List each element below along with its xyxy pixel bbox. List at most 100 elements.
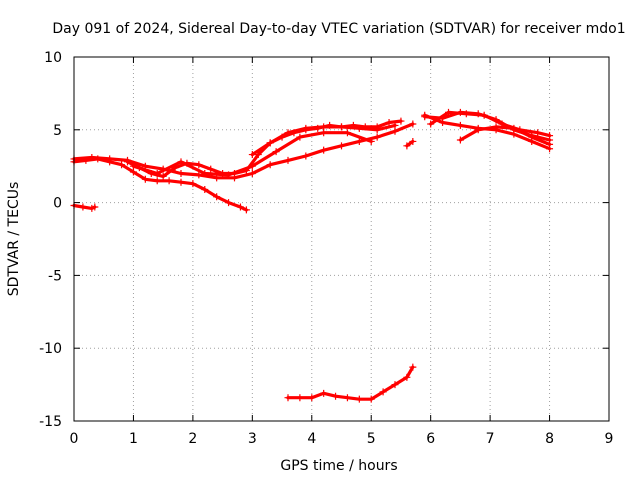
x-axis-label: GPS time / hours <box>280 458 397 474</box>
data-point <box>338 142 345 150</box>
data-point <box>355 395 363 403</box>
series-line <box>286 365 415 401</box>
data-point <box>510 124 518 132</box>
data-point <box>201 169 209 177</box>
series-line <box>72 203 97 210</box>
data-point <box>338 123 345 131</box>
y-tick-label: 10 <box>44 50 62 66</box>
data-point <box>177 158 185 166</box>
data-point <box>248 162 256 170</box>
data-point <box>165 177 173 185</box>
data-point <box>201 185 209 193</box>
data-point <box>302 152 310 160</box>
data-point <box>308 394 316 402</box>
data-point <box>195 161 203 169</box>
series-s4 <box>129 129 375 179</box>
data-point <box>129 162 137 170</box>
data-point <box>403 373 411 381</box>
data-point <box>266 139 274 147</box>
data-point <box>302 124 310 132</box>
data-point <box>225 199 233 207</box>
y-tick-label: 0 <box>53 196 62 212</box>
data-point <box>225 171 233 179</box>
series-s5 <box>248 121 399 159</box>
data-point <box>355 137 363 145</box>
data-point <box>480 111 488 119</box>
x-tick-label: 2 <box>188 431 197 447</box>
data-point <box>439 119 447 127</box>
y-tick-label: -10 <box>39 341 62 357</box>
x-tick-label: 7 <box>486 431 495 447</box>
data-point <box>403 142 411 150</box>
data-point <box>320 146 328 154</box>
data-point <box>296 394 304 402</box>
x-tick-label: 1 <box>129 431 138 447</box>
axis-ticks <box>73 56 610 422</box>
x-tick-label: 0 <box>70 431 79 447</box>
data-point <box>88 153 96 161</box>
data-point <box>409 120 417 128</box>
series-s6 <box>70 202 99 212</box>
data-marks <box>70 108 554 403</box>
series-s7 <box>403 137 417 150</box>
data-point <box>284 394 292 402</box>
data-point <box>153 169 161 177</box>
x-tick-label: 8 <box>545 431 554 447</box>
data-point <box>391 381 399 389</box>
chart-title: Day 091 of 2024, Sidereal Day-to-day VTE… <box>52 21 625 37</box>
data-point <box>373 133 381 141</box>
data-point <box>159 172 167 180</box>
data-point <box>367 137 375 145</box>
data-point <box>296 133 304 141</box>
data-point <box>236 203 244 211</box>
data-point <box>272 148 280 156</box>
data-point <box>88 204 96 212</box>
data-point <box>373 126 381 134</box>
data-point <box>320 389 328 397</box>
data-point <box>385 119 393 127</box>
data-point <box>391 121 399 129</box>
x-tick-label: 5 <box>367 431 376 447</box>
data-point <box>528 133 536 141</box>
data-point <box>492 123 500 131</box>
data-point <box>367 395 375 403</box>
x-tick-label: 9 <box>605 431 614 447</box>
data-point <box>79 203 87 211</box>
data-point <box>320 123 328 131</box>
data-point <box>546 140 554 148</box>
data-point <box>195 171 203 179</box>
data-point <box>248 169 256 177</box>
series-line <box>405 139 415 148</box>
y-axis-label: SDTVAR / TECUs <box>6 182 22 297</box>
data-point <box>534 129 542 137</box>
series-line <box>72 157 248 212</box>
data-point <box>397 117 405 125</box>
data-point <box>379 388 387 396</box>
data-point <box>141 175 149 183</box>
data-point <box>343 394 351 402</box>
data-point <box>213 193 221 201</box>
data-point <box>266 161 274 169</box>
data-point <box>284 129 292 137</box>
data-point <box>546 132 554 140</box>
data-point <box>445 108 452 116</box>
x-tick-label: 3 <box>248 431 257 447</box>
data-point <box>456 121 464 129</box>
x-tick-label: 4 <box>307 431 316 447</box>
data-point <box>242 206 250 214</box>
data-point <box>284 156 292 164</box>
data-point <box>248 151 256 159</box>
y-tick-label: 5 <box>53 123 62 139</box>
series-s1 <box>70 155 250 214</box>
data-point <box>177 178 185 186</box>
data-point <box>124 158 131 166</box>
y-tick-label: -15 <box>39 414 62 430</box>
data-point <box>427 120 435 128</box>
plot-frame <box>73 56 610 422</box>
data-point <box>118 161 126 169</box>
data-point <box>355 124 363 132</box>
series-s12 <box>284 363 417 403</box>
x-tick-label: 6 <box>426 431 435 447</box>
data-point <box>421 111 429 119</box>
